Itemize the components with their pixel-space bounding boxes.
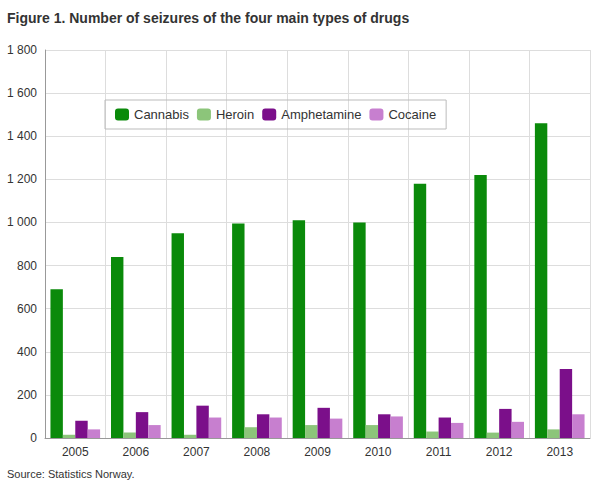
- svg-text:2012: 2012: [486, 445, 513, 459]
- svg-text:400: 400: [17, 345, 37, 359]
- svg-text:2005: 2005: [62, 445, 89, 459]
- svg-text:2008: 2008: [244, 445, 271, 459]
- svg-text:Cannabis: Cannabis: [134, 107, 189, 122]
- svg-text:1 200: 1 200: [7, 172, 37, 186]
- svg-text:Figure 1. Number of seizures o: Figure 1. Number of seizures of the four…: [7, 10, 409, 26]
- svg-text:Cocaine: Cocaine: [388, 107, 436, 122]
- svg-text:200: 200: [17, 388, 37, 402]
- svg-text:1 600: 1 600: [7, 86, 37, 100]
- svg-text:2013: 2013: [546, 445, 573, 459]
- svg-text:2011: 2011: [426, 445, 452, 459]
- svg-text:1 400: 1 400: [7, 129, 37, 143]
- svg-text:1 000: 1 000: [7, 215, 37, 229]
- svg-text:0: 0: [30, 431, 37, 445]
- svg-text:Amphetamine: Amphetamine: [281, 107, 361, 122]
- svg-text:Heroin: Heroin: [216, 107, 254, 122]
- svg-text:1 800: 1 800: [7, 43, 37, 57]
- svg-text:2006: 2006: [122, 445, 149, 459]
- svg-text:800: 800: [17, 259, 37, 273]
- svg-text:2010: 2010: [365, 445, 392, 459]
- svg-text:2009: 2009: [304, 445, 331, 459]
- svg-text:2007: 2007: [183, 445, 210, 459]
- svg-text:Source: Statistics Norway.: Source: Statistics Norway.: [7, 468, 135, 480]
- svg-text:600: 600: [17, 302, 37, 316]
